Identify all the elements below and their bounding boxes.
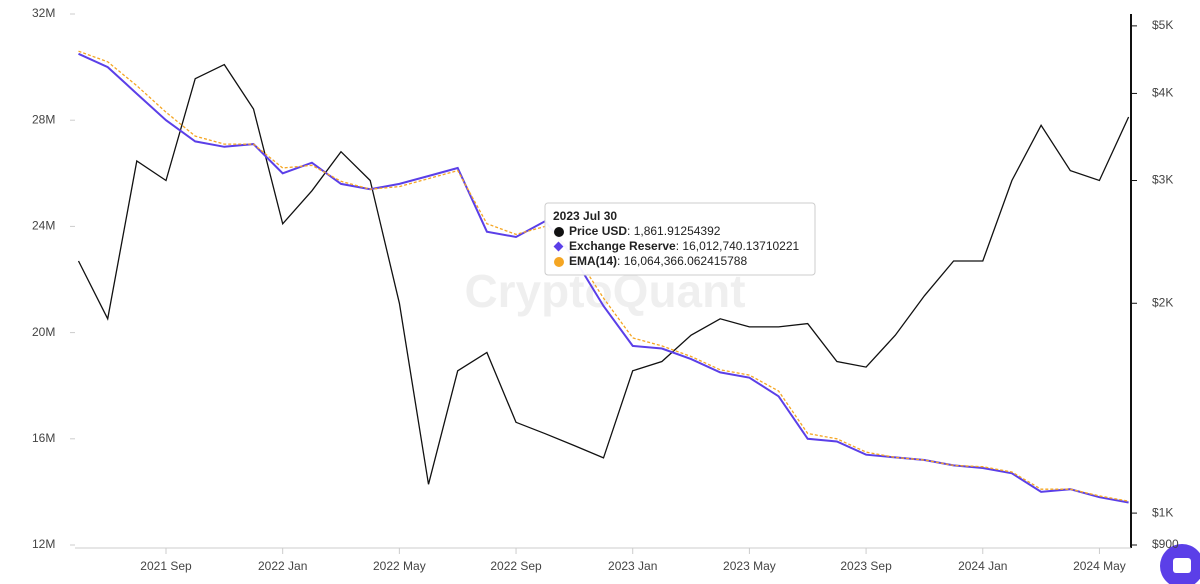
x-tick-label: 2023 May (723, 559, 776, 573)
x-tick-label: 2022 Jan (258, 559, 307, 573)
tooltip-separator: : (627, 224, 634, 238)
y2-tick-label: $5K (1152, 18, 1173, 32)
y-tick-label: 32M (32, 6, 55, 20)
y2-tick-label: $4K (1152, 86, 1173, 100)
tooltip: 2023 Jul 30 Price USD: 1,861.91254392Exc… (544, 202, 816, 276)
tooltip-box (544, 202, 816, 276)
tooltip-value: 16,012,740.13710221 (682, 239, 799, 253)
y-tick-label: 28M (32, 112, 55, 126)
tooltip-series-name: Price USD (569, 224, 627, 238)
tooltip-marker (553, 241, 564, 252)
y2-tick-label: $1K (1152, 505, 1173, 519)
series-line (78, 50, 1129, 502)
tooltip-series-name: EMA(14) (569, 254, 617, 268)
y-tick-label: 16M (32, 431, 55, 445)
x-tick-label: 2023 Sep (840, 559, 892, 573)
tooltip-marker (554, 257, 564, 267)
tooltip-row: Price USD: 1,861.91254392 (569, 224, 721, 238)
tooltip-row: Exchange Reserve: 16,012,740.13710221 (569, 239, 800, 253)
tooltip-marker (554, 227, 564, 237)
tooltip-series-name: Exchange Reserve (569, 239, 676, 253)
tooltip-row: EMA(14): 16,064,366.062415788 (569, 254, 747, 268)
y2-tick-label: $3K (1152, 173, 1173, 187)
tooltip-value: 16,064,366.062415788 (624, 254, 748, 268)
tooltip-value: 1,861.91254392 (634, 224, 721, 238)
series-line (77, 63, 1130, 485)
tooltip-separator: : (676, 239, 683, 253)
x-tick-label: 2022 May (373, 559, 426, 573)
y-tick-label: 20M (32, 325, 55, 339)
y2-tick-label: $2K (1152, 295, 1173, 309)
x-tick-label: 2024 May (1073, 559, 1126, 573)
y-tick-label: 24M (32, 219, 55, 233)
x-tick-label: 2022 Sep (490, 559, 542, 573)
chat-icon[interactable] (1173, 558, 1191, 573)
y2-tick-label: $900 (1152, 537, 1179, 551)
x-tick-label: 2023 Jan (608, 559, 657, 573)
tooltip-separator: : (617, 254, 624, 268)
tooltip-date: 2023 Jul 30 (553, 209, 617, 223)
x-tick-label: 2021 Sep (140, 559, 192, 573)
y-tick-label: 12M (32, 537, 55, 551)
x-tick-label: 2024 Jan (958, 559, 1007, 573)
